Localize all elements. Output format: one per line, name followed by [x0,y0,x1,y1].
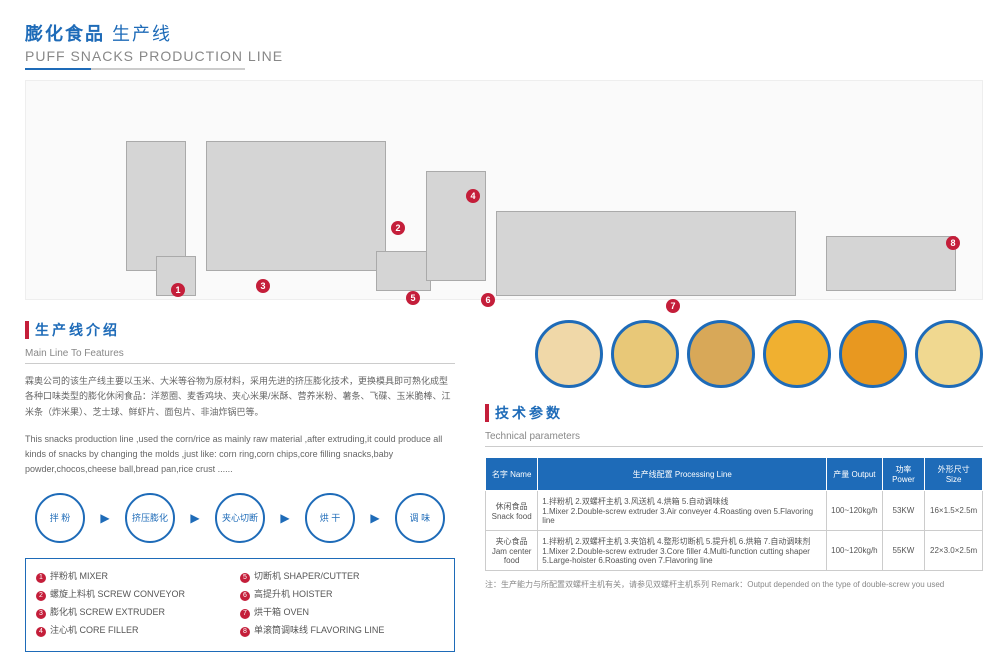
product-samples [485,320,983,388]
intro-cn: 霖奥公司的该生产线主要以玉米、大米等谷物为原材料，采用先进的挤压膨化技术，更换模… [25,374,455,420]
process-flow: 拌 粉 ▶ 挤压膨化 ▶ 夹心切断 ▶ 烘 干 ▶ 调 味 [25,493,455,543]
features-header-en: Main Line To Features [25,348,455,364]
table-remark: 注：生产能力与所配置双螺杆主机有关，请参见双螺杆主机系列 Remark：Outp… [485,579,983,590]
tech-header: 技术参数 [485,403,983,423]
table-header: 产量 Output [827,458,883,491]
flow-arrow-icon: ▶ [190,511,199,525]
intro-en: This snacks production line ,used the co… [25,432,455,478]
page-title: 膨化食品 生产线 PUFF SNACKS PRODUCTION LINE [25,20,983,70]
flow-arrow-icon: ▶ [370,511,379,525]
diagram-badge-3: 3 [256,279,270,293]
title-cn-main: 膨化食品 [25,24,105,44]
title-en: PUFF SNACKS PRODUCTION LINE [25,48,983,64]
product-sample-6 [915,320,983,388]
diagram-badge-6: 6 [481,293,495,307]
product-sample-4 [763,320,831,388]
component-item-6: 6高提升机 HOISTER [240,587,444,601]
flow-step-1: 拌 粉 [35,493,85,543]
product-sample-3 [687,320,755,388]
component-item-8: 8单滚筒调味线 FLAVORING LINE [240,623,444,637]
table-header: 名字 Name [486,458,538,491]
flow-step-3: 夹心切断 [215,493,265,543]
features-header: 生产线介绍 [25,320,455,340]
diagram-badge-5: 5 [406,291,420,305]
diagram-badge-4: 4 [466,189,480,203]
production-line-diagram: 12345678 [25,80,983,300]
component-item-3: 3膨化机 SCREW EXTRUDER [36,605,240,619]
product-sample-1 [535,320,603,388]
title-underline [25,68,245,70]
diagram-badge-8: 8 [946,236,960,250]
component-list: 1拌粉机 MIXER 2螺旋上料机 SCREW CONVEYOR 3膨化机 SCRE… [25,558,455,652]
table-header: 生产线配置 Processing Line [538,458,827,491]
product-sample-5 [839,320,907,388]
flow-arrow-icon: ▶ [100,511,109,525]
diagram-badge-2: 2 [391,221,405,235]
diagram-badge-7: 7 [666,299,680,313]
title-cn-sub: 生产线 [112,24,172,44]
flow-step-4: 烘 干 [305,493,355,543]
diagram-badge-1: 1 [171,283,185,297]
flow-step-5: 调 味 [395,493,445,543]
flow-arrow-icon: ▶ [280,511,289,525]
product-sample-2 [611,320,679,388]
table-row: 夹心食品Jam center food1.拌粉机 2.双螺杆主机 3.夹馅机 4… [486,531,983,571]
component-item-7: 7烘干箱 OVEN [240,605,444,619]
tech-header-en: Technical parameters [485,431,983,447]
table-header: 外形尺寸 Size [925,458,983,491]
component-item-4: 4注心机 CORE FILLER [36,623,240,637]
spec-table: 名字 Name生产线配置 Processing Line产量 Output功率 … [485,457,983,571]
table-row: 休闲食品Snack food1.拌粉机 2.双螺杆主机 3.风送机 4.烘箱 5… [486,491,983,531]
flow-step-2: 挤压膨化 [125,493,175,543]
component-item-5: 5切断机 SHAPER/CUTTER [240,569,444,583]
table-header: 功率 Power [882,458,925,491]
component-item-1: 1拌粉机 MIXER [36,569,240,583]
component-item-2: 2螺旋上料机 SCREW CONVEYOR [36,587,240,601]
